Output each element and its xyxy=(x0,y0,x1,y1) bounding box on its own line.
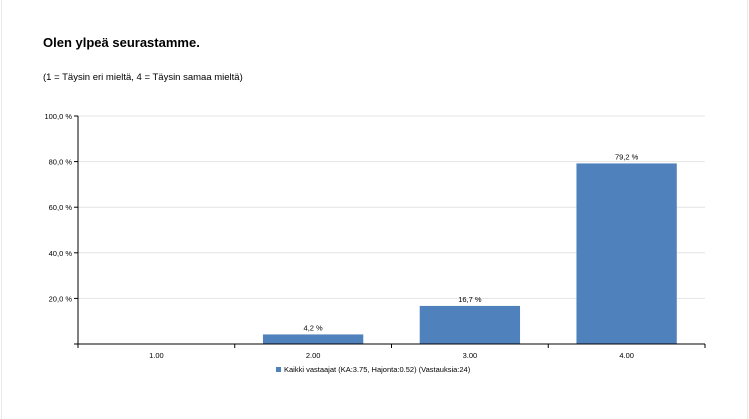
data-label: 4,2 % xyxy=(304,323,324,332)
x-tick-label: 3.00 xyxy=(463,351,478,360)
x-tick-label: 2.00 xyxy=(306,351,321,360)
legend-swatch xyxy=(276,367,281,372)
x-tick-label: 4.00 xyxy=(619,351,634,360)
y-tick-label: 80,0 % xyxy=(49,158,73,167)
y-tick-label: 100,0 % xyxy=(44,112,72,121)
legend-label: Kaikki vastaajat (KA:3.75, Hajonta:0.52)… xyxy=(284,365,471,374)
axes xyxy=(74,115,706,348)
y-tick-label: 60,0 % xyxy=(49,203,73,212)
page-edge-right xyxy=(747,0,748,419)
bars xyxy=(262,163,677,344)
chart-title: Olen ylpeä seurastamme. xyxy=(43,35,200,50)
bar xyxy=(576,163,677,344)
x-tick-label: 1.00 xyxy=(149,351,164,360)
data-label: 79,2 % xyxy=(615,152,639,161)
chart-subtitle: (1 = Täysin eri mieltä, 4 = Täysin samaa… xyxy=(43,72,243,83)
y-tick-label: 20,0 % xyxy=(49,294,73,303)
data-label: 16,7 % xyxy=(458,295,482,304)
labels: 20,0 % 40,0 % 60,0 % 80,0 % 100,0 % 1.00 4,2 %… xyxy=(44,112,638,360)
page-edge-left xyxy=(1,0,2,419)
chart-legend: Kaikki vastaajat (KA:3.75, Hajonta:0.52)… xyxy=(276,365,470,374)
y-tick-label: 40,0 % xyxy=(49,249,73,258)
bar xyxy=(419,305,521,344)
bar xyxy=(262,334,364,344)
